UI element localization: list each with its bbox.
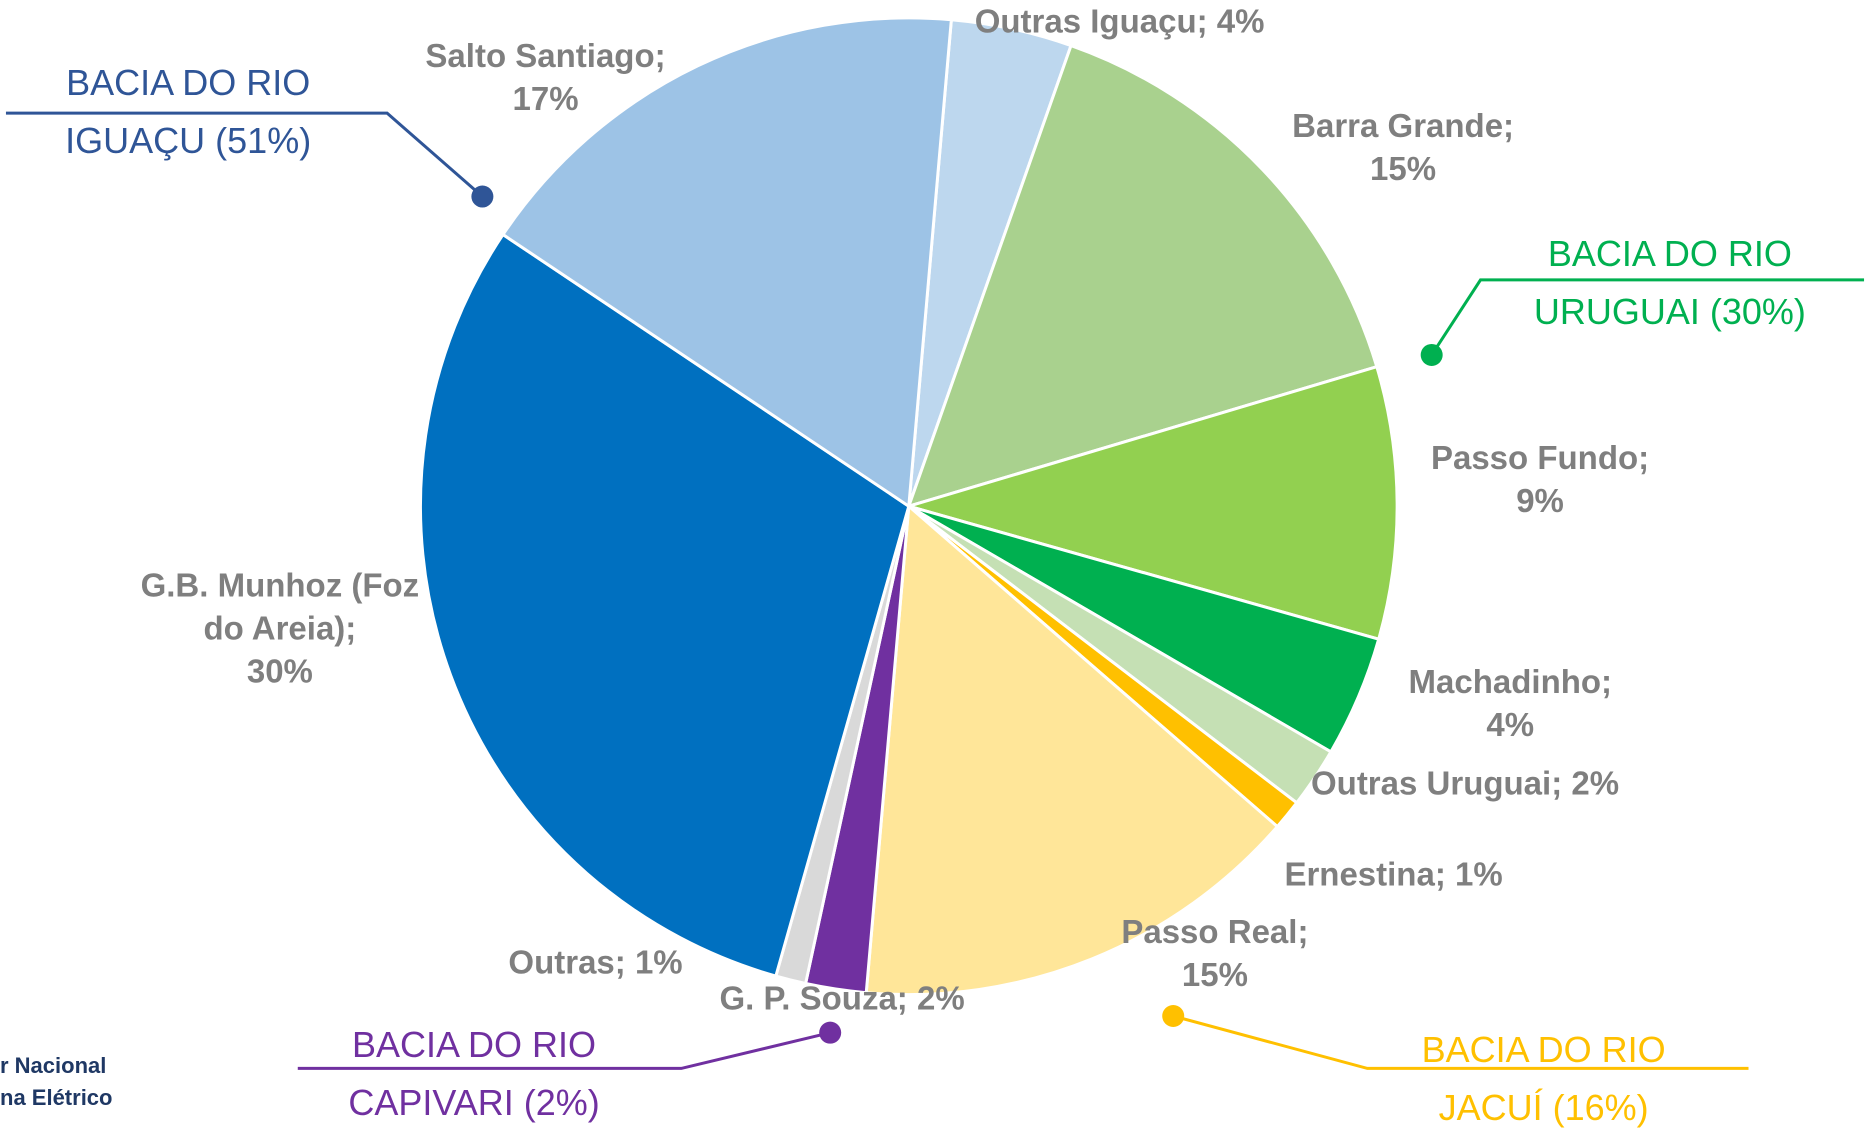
data-label: Passo Real; 15%	[1121, 910, 1308, 996]
callout-line	[5, 111, 484, 198]
category-label: Salto Santiago;	[425, 37, 666, 75]
annotation-line: URUGUAI (30%)	[1533, 291, 1806, 333]
data-label: Passo Fundo; 9%	[1431, 436, 1649, 522]
logo: r Nacional na Elétrico	[0, 1050, 112, 1114]
category-label: Outras Iguaçu;	[974, 2, 1208, 40]
category-label: Barra Grande;	[1292, 106, 1515, 144]
callout-dot	[819, 1021, 842, 1044]
category-label: Ernestina;	[1284, 855, 1446, 893]
data-label: Machadinho; 4%	[1409, 660, 1613, 746]
callout-line	[297, 1031, 831, 1070]
logo-line: r Nacional	[0, 1053, 107, 1078]
annotation-line: BACIA DO RIO	[1421, 1028, 1666, 1070]
value-label: 17%	[512, 80, 579, 118]
value-label: 1%	[1454, 855, 1503, 893]
annotation: BACIA DO RIO JACUÍ (16%)	[1422, 1021, 1666, 1137]
annotation-line: BACIA DO RIO	[352, 1023, 597, 1065]
value-label: 9%	[1516, 481, 1564, 519]
category-label: Outras Uruguai;	[1310, 764, 1563, 802]
pie-slice	[864, 503, 1280, 997]
category-label: Outras;	[508, 943, 626, 981]
pie-slice	[906, 43, 1379, 509]
category-label: G.B. Munhoz (Foz do Areia);	[140, 566, 420, 647]
data-label: Outras Iguaçu; 4%	[975, 0, 1265, 43]
callout-line	[1430, 278, 1865, 356]
data-label: G. P. Souza; 2%	[720, 977, 965, 1020]
data-label: Outras; 1%	[508, 941, 682, 984]
value-label: 4%	[1486, 705, 1535, 743]
annotation: BACIA DO RIO URUGUAI (30%)	[1534, 225, 1806, 341]
callout-dot	[1420, 343, 1443, 366]
annotation-line: IGUAÇU (51%)	[65, 119, 312, 161]
pie-slice	[903, 364, 1399, 642]
annotation: BACIA DO RIO IGUAÇU (51%)	[65, 54, 311, 170]
pie-slice	[500, 16, 953, 509]
data-label: G.B. Munhoz (Foz do Areia); 30%	[125, 563, 435, 692]
logo-line: na Elétrico	[0, 1085, 113, 1110]
data-label: Barra Grande; 15%	[1292, 104, 1514, 190]
value-label: 15%	[1181, 955, 1248, 993]
annotation-line: BACIA DO RIO	[1547, 233, 1792, 275]
annotation-line: BACIA DO RIO	[66, 61, 311, 103]
value-label: 2%	[1571, 764, 1620, 802]
callout-dot	[471, 185, 494, 208]
annotation: BACIA DO RIO CAPIVARI (2%)	[348, 1016, 599, 1132]
category-label: Passo Fundo;	[1430, 438, 1650, 476]
category-label: G. P. Souza;	[719, 979, 908, 1017]
value-label: 2%	[916, 979, 965, 1017]
value-label: 30%	[246, 652, 313, 690]
data-label: Salto Santiago; 17%	[425, 34, 665, 120]
pie-slice	[418, 232, 911, 978]
callout-line	[1172, 1014, 1749, 1070]
annotation-line: JACUÍ (16%)	[1438, 1086, 1649, 1128]
callout-dot	[1162, 1004, 1185, 1027]
category-label: Machadinho;	[1408, 662, 1613, 700]
data-label: Ernestina; 1%	[1284, 853, 1502, 896]
value-label: 1%	[634, 943, 683, 981]
value-label: 4%	[1216, 2, 1265, 40]
value-label: 15%	[1370, 149, 1437, 187]
data-label: Outras Uruguai; 2%	[1311, 761, 1619, 804]
category-label: Passo Real;	[1121, 912, 1309, 950]
annotation-line: CAPIVARI (2%)	[348, 1081, 600, 1123]
